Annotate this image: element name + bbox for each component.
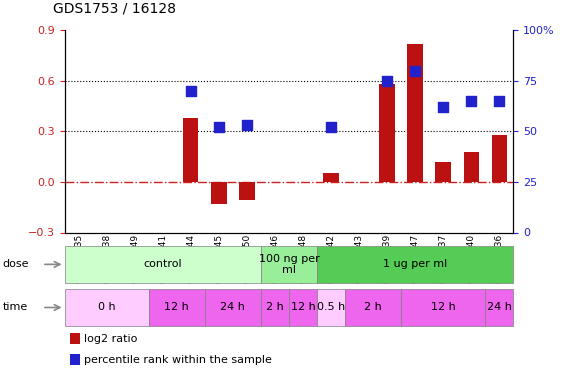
Point [495,98,504,104]
Bar [211,182,227,204]
Bar [379,84,395,182]
Point [383,78,392,84]
Point [467,98,476,104]
Point [439,104,448,110]
Point [242,122,251,128]
Bar [317,289,345,326]
Text: time: time [3,303,28,312]
Bar [407,44,423,182]
Text: log2 ratio: log2 ratio [84,334,137,344]
Text: 12 h: 12 h [291,303,315,312]
Bar [65,246,261,283]
Bar [289,289,317,326]
Text: 0 h: 0 h [98,303,116,312]
Text: GDS1753 / 16128: GDS1753 / 16128 [53,1,176,15]
Point [411,68,420,74]
Bar [317,246,513,283]
Bar [401,289,485,326]
Text: 0.5 h: 0.5 h [317,303,345,312]
Bar [183,118,199,182]
Point [214,124,223,130]
Text: 12 h: 12 h [431,303,456,312]
Text: 12 h: 12 h [164,303,189,312]
Bar [345,289,401,326]
Text: control: control [144,260,182,269]
Text: 2 h: 2 h [364,303,382,312]
Text: 24 h: 24 h [220,303,245,312]
Bar [65,289,149,326]
Bar [463,152,479,182]
Bar [205,289,261,326]
Bar [239,182,255,200]
Text: dose: dose [3,260,29,269]
Bar [323,173,339,182]
Bar [261,289,289,326]
Text: 24 h: 24 h [487,303,512,312]
Bar [261,246,317,283]
Bar [491,135,507,182]
Bar [485,289,513,326]
Text: 1 ug per ml: 1 ug per ml [383,260,447,269]
Bar [435,162,451,182]
Text: percentile rank within the sample: percentile rank within the sample [84,355,272,365]
Text: 100 ng per
ml: 100 ng per ml [259,254,319,275]
Point [186,88,195,94]
Point [327,124,335,130]
Bar [149,289,205,326]
Text: 2 h: 2 h [266,303,284,312]
